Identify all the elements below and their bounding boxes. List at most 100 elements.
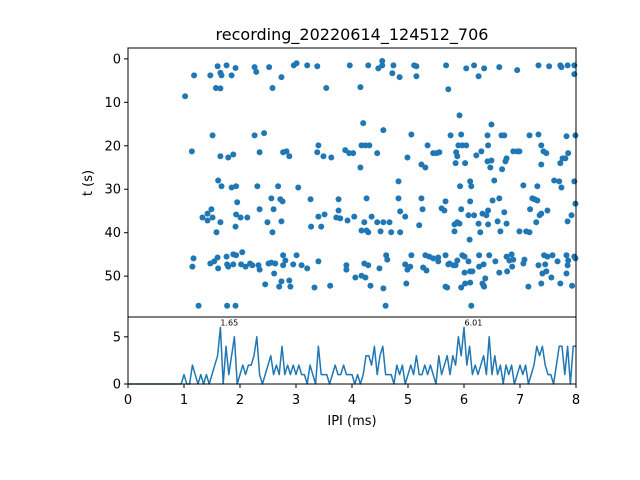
- scatter-point: [315, 213, 322, 220]
- scatter-point: [445, 261, 452, 268]
- scatter-point: [558, 184, 565, 191]
- y-tick-label: 5: [113, 330, 121, 345]
- scatter-point: [207, 72, 214, 79]
- peak-annotation: 6.01: [465, 318, 483, 327]
- scatter-point: [469, 268, 476, 275]
- scatter-point: [304, 62, 311, 69]
- scatter-point: [335, 196, 342, 203]
- scatter-point: [365, 229, 372, 236]
- scatter-point: [494, 218, 501, 225]
- scatter-point: [492, 258, 499, 265]
- scatter-point: [442, 198, 449, 205]
- scatter-point: [232, 223, 239, 230]
- scatter-point: [209, 214, 216, 221]
- scatter-point: [525, 283, 532, 290]
- scatter-point: [565, 150, 572, 157]
- y-axis-label: t (s): [81, 170, 96, 196]
- scatter-point: [556, 178, 563, 185]
- scatter-point: [485, 142, 492, 149]
- scatter-point: [475, 73, 482, 80]
- scatter-point: [230, 151, 237, 158]
- scatter-point: [244, 214, 251, 221]
- scatter-point: [526, 229, 533, 236]
- scatter-point: [461, 269, 468, 276]
- scatter-point: [217, 153, 224, 160]
- ipi-histogram-line: [128, 326, 576, 385]
- scatter-point: [242, 263, 249, 270]
- scatter-point: [253, 68, 260, 75]
- scatter-point: [315, 142, 322, 149]
- scatter-point: [366, 142, 373, 149]
- scatter-point: [535, 131, 542, 138]
- x-tick-label: 7: [516, 393, 524, 408]
- scatter-point: [557, 280, 564, 287]
- scatter-point: [379, 62, 386, 69]
- scatter-point: [343, 262, 350, 269]
- scatter-point: [225, 263, 232, 270]
- scatter-point: [462, 160, 469, 167]
- scatter-point: [218, 72, 225, 79]
- scatter-point: [564, 262, 571, 269]
- scatter-point: [563, 270, 570, 277]
- scatter-point: [233, 211, 240, 218]
- scatter-point: [208, 206, 215, 213]
- scatter-point: [298, 262, 305, 269]
- scatter-point: [357, 164, 364, 171]
- scatter-point: [554, 258, 561, 265]
- scatter-point: [368, 213, 375, 220]
- scatter-point: [293, 60, 300, 67]
- scatter-point: [565, 257, 572, 264]
- scatter-point: [343, 266, 350, 273]
- scatter-point: [485, 221, 492, 228]
- scatter-point: [351, 213, 358, 220]
- scatter-point: [261, 130, 268, 137]
- x-tick-label: 3: [292, 393, 300, 408]
- scatter-point: [481, 65, 488, 72]
- scatter-point: [374, 150, 381, 157]
- scatter-point: [569, 282, 576, 289]
- scatter-point: [510, 256, 517, 263]
- scatter-point: [262, 281, 269, 288]
- scatter-point: [388, 229, 395, 236]
- scatter-point: [318, 223, 325, 230]
- scatter-point: [442, 252, 449, 259]
- scatter-point: [363, 195, 370, 202]
- scatter-point: [483, 212, 490, 219]
- y-tick-label: 20: [104, 139, 121, 154]
- scatter-point: [314, 149, 321, 156]
- scatter-point: [408, 131, 415, 138]
- scatter-point: [182, 93, 189, 100]
- scatter-point: [361, 219, 368, 226]
- scatter-point: [477, 229, 484, 236]
- x-tick-label: 0: [124, 393, 132, 408]
- scatter-point: [311, 284, 318, 291]
- scatter-point: [213, 229, 220, 236]
- scatter-point: [466, 236, 473, 243]
- y-tick-label: 40: [104, 226, 121, 241]
- scatter-point: [365, 62, 372, 69]
- scatter-point: [542, 261, 549, 268]
- histogram-axes: 1.65 6.01 0 5 0 1 2 3 4 5 6 7 8: [113, 316, 580, 408]
- scatter-point: [280, 252, 287, 259]
- scatter-point: [191, 72, 198, 79]
- scatter-point: [286, 153, 293, 160]
- scatter-point: [572, 200, 579, 207]
- scatter-point: [543, 268, 550, 275]
- scatter-point: [204, 217, 211, 224]
- scatter-point: [225, 154, 232, 161]
- scatter-point: [467, 178, 474, 185]
- scatter-point: [320, 153, 327, 160]
- scatter-point: [461, 253, 468, 260]
- scatter-point: [211, 258, 218, 265]
- scatter-point: [272, 260, 279, 267]
- scatter-point: [499, 166, 506, 173]
- scatter-point: [564, 62, 571, 69]
- scatter-point: [212, 84, 219, 91]
- scatter-point: [488, 157, 495, 164]
- scatter-point: [350, 150, 357, 157]
- scatter-point: [458, 131, 465, 138]
- scatter-point: [214, 254, 221, 261]
- scatter-point: [491, 177, 498, 184]
- scatter-point: [516, 148, 523, 155]
